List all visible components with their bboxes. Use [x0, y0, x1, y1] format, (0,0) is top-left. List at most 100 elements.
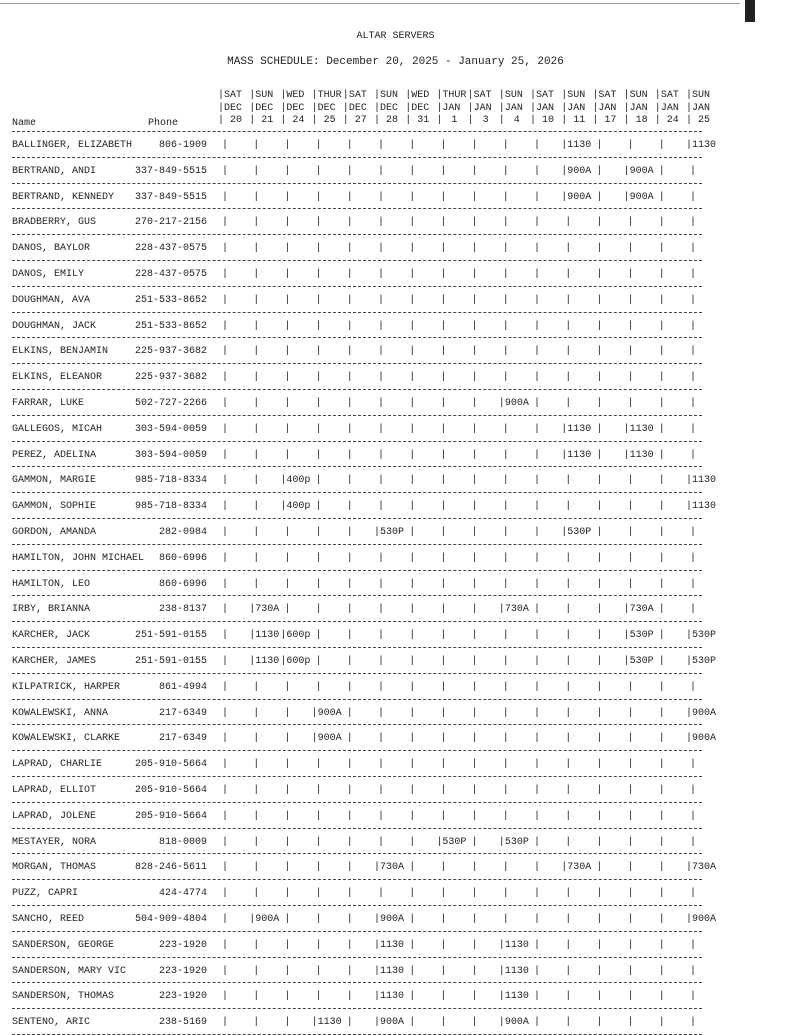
schedule-cell: | — [628, 708, 659, 719]
server-phone: 818-0009 — [158, 836, 207, 848]
server-name: BERTRAND, ANDI — [12, 165, 97, 177]
column-separator: | — [534, 888, 541, 900]
mass-time: 1130 — [692, 140, 717, 151]
column-separator: | — [378, 707, 385, 719]
table-row: MESTAYER, NORA 818-0009 | | | | | | | |530P | |530P… — [0, 829, 791, 855]
column-separator: | — [565, 707, 572, 719]
schedule-cell: | — [347, 966, 378, 977]
schedule-cell: | — [440, 914, 471, 925]
header-day: |SAT — [655, 90, 686, 103]
column-separator: | — [534, 243, 541, 255]
schedule-cell: | — [378, 346, 409, 357]
schedule-cell: | — [534, 166, 565, 177]
column-separator: | — [253, 965, 260, 977]
schedule-cell: | — [534, 295, 565, 306]
column-separator: | — [596, 604, 603, 616]
column-separator: | — [534, 733, 541, 745]
column-separator: | — [409, 294, 416, 306]
schedule-cell: | — [222, 862, 253, 873]
schedule-cell: | — [565, 656, 596, 667]
header-date: | 25 — [312, 115, 343, 128]
column-separator: | — [471, 630, 478, 642]
mass-time: 900A — [692, 707, 717, 719]
header-month-text: DEC — [380, 102, 399, 114]
schedule-cell: |900A — [561, 192, 592, 203]
mass-time: 1130 — [629, 449, 654, 461]
column-separator: | — [596, 707, 603, 719]
row-divider — [12, 750, 702, 752]
schedule-cell: | — [690, 811, 721, 822]
schedule-cell: | — [378, 501, 409, 512]
schedule-cell: | — [253, 785, 284, 796]
schedule-cell: | — [409, 450, 440, 461]
column-separator: | — [690, 810, 697, 822]
schedule-cell: | — [222, 811, 253, 822]
column-separator: | — [565, 398, 572, 409]
column-separator: | — [222, 552, 229, 564]
column-separator: | — [565, 372, 572, 384]
schedule-cell: | — [222, 553, 253, 564]
schedule-cell: | — [284, 1017, 315, 1028]
schedule-cell: | — [472, 630, 503, 641]
column-separator: | — [378, 398, 385, 409]
schedule-cell: | — [596, 656, 627, 667]
schedule-cell: | — [253, 733, 284, 744]
schedule-cell: | — [253, 424, 284, 435]
column-separator: | — [623, 90, 630, 101]
column-separator: | — [284, 217, 291, 229]
column-separator: | — [627, 501, 634, 513]
column-separator: | — [471, 191, 478, 203]
schedule-cell: | — [440, 888, 471, 899]
column-separator: | — [346, 733, 353, 745]
schedule-cell: | — [534, 553, 565, 564]
column-separator: | — [658, 552, 665, 564]
column-separator: | — [686, 862, 693, 874]
column-separator: | — [534, 527, 541, 538]
schedule-cell: | — [472, 243, 503, 254]
column-separator: | — [627, 991, 634, 1003]
server-name: IRBY, BRIANNA — [12, 604, 91, 616]
column-separator: | — [686, 475, 693, 487]
schedule-cell: | — [378, 243, 409, 254]
column-separator: | — [253, 372, 260, 384]
header-day-text: SAT — [660, 90, 679, 101]
row-divider — [12, 1008, 702, 1010]
column-separator: | — [222, 578, 229, 590]
schedule-cell: | — [316, 630, 347, 641]
header-month: |JAN — [436, 103, 467, 116]
column-separator: | — [284, 681, 291, 693]
schedule-cell: | — [534, 604, 565, 615]
header-day-text: SUN — [692, 90, 711, 101]
schedule-cell: | — [284, 217, 315, 228]
schedule-cell: | — [503, 450, 534, 461]
column-separator: | — [409, 398, 416, 409]
column-separator: | — [346, 759, 353, 771]
column-separator: | — [658, 759, 665, 771]
column-separator: | — [498, 965, 505, 977]
schedule-cell: | — [659, 759, 690, 770]
header-month-text: DEC — [286, 102, 305, 114]
column-separator: | — [409, 991, 416, 1003]
schedule-cell: | — [440, 733, 471, 744]
schedule-cell: | — [378, 888, 409, 899]
schedule-cell: | — [596, 733, 627, 744]
column-separator: | — [440, 398, 447, 409]
header-month: |DEC — [343, 103, 374, 116]
header-month: |DEC — [312, 103, 343, 116]
server-phone: 504-909-4804 — [134, 914, 207, 925]
schedule-cell: | — [628, 940, 659, 951]
column-separator: | — [534, 346, 541, 358]
column-separator: | — [565, 604, 572, 616]
schedule-cell: | — [284, 733, 315, 744]
column-separator: | — [284, 836, 291, 848]
schedule-cell: | — [347, 862, 378, 873]
header-month: |JAN — [530, 103, 561, 116]
column-separator: | — [409, 423, 416, 435]
column-separator: | — [346, 191, 353, 203]
column-separator: | — [530, 115, 537, 126]
schedule-cell: | — [253, 450, 284, 461]
schedule-cell: | — [316, 604, 347, 615]
header-date: | 27 — [343, 115, 374, 128]
schedule-cell: | — [284, 166, 315, 177]
table-row: ELKINS, BENJAMIN 225-937-3682 | | | | | | | | | | | |… — [0, 338, 791, 365]
